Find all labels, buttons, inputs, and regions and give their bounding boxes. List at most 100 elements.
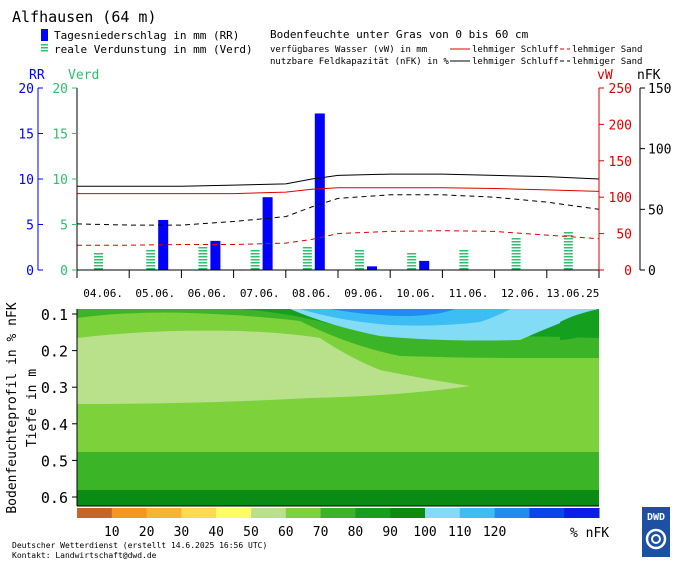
rr-tick-label: 5 [26, 219, 34, 234]
colorbar-tick-label: 20 [139, 525, 155, 540]
footer-contact: Kontakt: Landwirtschaft@dwd.de [12, 551, 157, 560]
precip-bar [367, 266, 377, 270]
nfk-tick-label: 150 [648, 82, 671, 97]
rr-tick-label: 15 [18, 128, 34, 143]
colorbar-tick-label: 90 [382, 525, 398, 540]
verd-axis-title: Verd [68, 68, 99, 83]
x-tick-label: 12.06. [501, 287, 541, 300]
soil-line [77, 187, 600, 195]
colorbar-tick-label: 110 [448, 525, 471, 540]
zone-60-70 [77, 330, 470, 404]
evap-bar [94, 253, 103, 270]
evap-legend-label: reale Verdunstung in mm (Verd) [54, 43, 253, 56]
evap-bar [355, 250, 364, 270]
x-tick-label: 06.06. [188, 287, 228, 300]
colorbar-tick-label: 50 [243, 525, 259, 540]
footer-credit: Deutscher Wetterdienst (erstellt 14.6.20… [12, 541, 267, 550]
precip-bar [210, 240, 221, 270]
x-tick-label: 07.06. [240, 287, 280, 300]
nfk-tick-label: 50 [648, 203, 664, 218]
colorbar-unit: % nFK [570, 526, 609, 541]
evap-bar [459, 250, 469, 270]
x-tick-label: 10.06. [396, 287, 436, 300]
depth-tick-label: 0.1 [41, 306, 68, 324]
nfk-tick-label: 0 [648, 264, 656, 279]
nfk-legend-label: nutzbare Feldkapazität (nFK) in % [270, 57, 449, 67]
verd-tick-label: 10 [52, 173, 68, 188]
precip-bar [419, 260, 430, 270]
upper-plot [76, 113, 600, 270]
colorbar-swatch [390, 508, 426, 518]
x-tick-label: 08.06. [292, 287, 332, 300]
colorbar-swatch [111, 508, 148, 518]
vw-tick-label: 150 [609, 155, 632, 170]
colorbar-swatch [459, 508, 496, 518]
verd-tick-label: 20 [52, 82, 68, 97]
x-tick-label: 11.06. [449, 287, 489, 300]
depth-ylabel: Tiefe in m [25, 369, 40, 447]
colorbar-tick-label: 10 [104, 525, 120, 540]
x-tick-label: 13.06.25 [546, 287, 599, 300]
evap-bar [563, 232, 573, 270]
colorbar-tick-label: 60 [278, 525, 294, 540]
colorbar-tick-label: 100 [413, 525, 436, 540]
evap-bar [511, 238, 521, 270]
soil-line [77, 173, 600, 187]
station-title: Alfhausen (64 m) [12, 8, 157, 26]
zone-120-plus [330, 309, 455, 316]
soil-line [76, 194, 600, 226]
rr-tick-label: 10 [18, 173, 34, 188]
evap-bar [250, 250, 260, 270]
vw-tick-label: 0 [624, 264, 632, 279]
zone-bottom [77, 490, 599, 506]
colorbar-swatch [355, 508, 391, 518]
soil-title: Bodenfeuchte unter Gras von 0 bis 60 cm [270, 28, 529, 41]
x-tick-label: 09.06. [344, 287, 384, 300]
dwd-logo: DWD [642, 507, 670, 557]
evap-bar [302, 247, 312, 270]
nfk-sand-label: lehmiger Sand [572, 57, 642, 67]
colorbar-swatch [425, 508, 461, 518]
colorbar-tick-label: 40 [208, 525, 224, 540]
colorbar-swatch [216, 508, 252, 518]
precip-bar [314, 113, 325, 270]
evap-bar [407, 253, 417, 270]
precip-legend-swatch [41, 29, 48, 41]
dwd-logo-text: DWD [647, 512, 665, 523]
precip-legend-label: Tagesniederschlag in mm (RR) [54, 29, 239, 42]
verd-tick-label: 5 [60, 219, 68, 234]
zone-110-120 [300, 309, 510, 326]
colorbar-tick-label: 80 [348, 525, 364, 540]
nfk-schluff-label: lehmiger Schluff [472, 57, 559, 67]
colorbar: 10 20 30 40 50 60 70 80 90 100 110 120 [77, 508, 600, 540]
depth-tick-label: 0.6 [41, 489, 68, 507]
colorbar-swatch [251, 508, 287, 518]
colorbar-tick-label: 120 [483, 525, 506, 540]
colorbar-swatch [320, 508, 356, 518]
evap-legend-swatch [41, 44, 48, 52]
colorbar-swatch [285, 508, 322, 518]
colorbar-swatch [529, 508, 565, 518]
upper-axes: 04.06. 05.06. 06.06. 07.06. 08.06. 09.06. 10.0… [18, 82, 671, 300]
soil-line [77, 230, 600, 246]
rr-tick-label: 20 [18, 82, 34, 97]
colorbar-swatch [564, 508, 600, 518]
vw-tick-label: 250 [609, 82, 632, 97]
colorbar-swatch [146, 508, 182, 518]
evap-bar [198, 247, 208, 270]
soil-profile-heatmap [77, 309, 599, 507]
colorbar-tick-label: 30 [174, 525, 190, 540]
vw-axis-title: vW [597, 68, 613, 83]
depth-tick-label: 0.4 [41, 416, 68, 434]
depth-tick-label: 0.2 [41, 343, 68, 361]
heatmap-axes: 0.1 0.2 0.3 0.4 0.5 0.6 [41, 306, 78, 507]
vw-schluff-label: lehmiger Schluff [472, 45, 559, 55]
colorbar-tick-label: 70 [313, 525, 329, 540]
vw-sand-label: lehmiger Sand [572, 45, 642, 55]
x-tick-label: 04.06. [83, 287, 123, 300]
precip-bar [262, 197, 273, 270]
evap-bar [146, 250, 156, 270]
verd-tick-label: 0 [60, 264, 68, 279]
colorbar-swatch [77, 508, 113, 518]
